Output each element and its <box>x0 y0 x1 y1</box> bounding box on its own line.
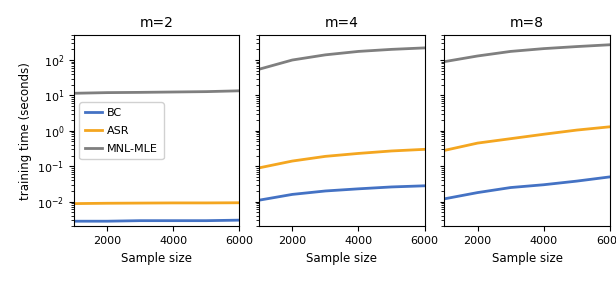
Line: ASR: ASR <box>74 203 240 204</box>
BC <box>136 219 144 223</box>
X-axis label: Sample size: Sample size <box>121 252 192 265</box>
MNL-MLE <box>573 45 580 48</box>
BC <box>440 197 448 201</box>
ASR <box>388 149 395 153</box>
BC <box>288 193 296 196</box>
ASR <box>203 201 210 205</box>
ASR <box>169 201 177 205</box>
MNL-MLE <box>256 67 263 71</box>
ASR <box>136 201 144 205</box>
ASR <box>70 202 78 206</box>
ASR <box>507 137 514 141</box>
MNL-MLE <box>136 91 144 94</box>
Line: BC: BC <box>444 177 610 199</box>
BC <box>256 198 263 202</box>
MNL-MLE <box>236 89 243 93</box>
ASR <box>355 152 362 155</box>
BC <box>103 219 111 223</box>
Line: ASR: ASR <box>444 127 610 151</box>
MNL-MLE <box>606 43 614 46</box>
Line: MNL-MLE: MNL-MLE <box>444 45 610 62</box>
ASR <box>474 141 481 145</box>
Line: MNL-MLE: MNL-MLE <box>74 91 240 93</box>
BC <box>203 219 210 223</box>
BC <box>540 183 548 186</box>
MNL-MLE <box>440 60 448 64</box>
BC <box>355 187 362 191</box>
MNL-MLE <box>203 90 210 93</box>
Line: BC: BC <box>74 220 240 221</box>
MNL-MLE <box>474 54 481 58</box>
BC <box>70 219 78 223</box>
ASR <box>322 155 329 158</box>
MNL-MLE <box>288 58 296 62</box>
MNL-MLE <box>540 47 548 50</box>
Line: MNL-MLE: MNL-MLE <box>259 48 424 69</box>
Title: m=4: m=4 <box>325 16 359 30</box>
ASR <box>288 159 296 163</box>
BC <box>169 219 177 223</box>
MNL-MLE <box>103 91 111 94</box>
MNL-MLE <box>507 50 514 53</box>
ASR <box>236 201 243 205</box>
Title: m=8: m=8 <box>510 16 544 30</box>
ASR <box>421 148 428 151</box>
Legend: BC, ASR, MNL-MLE: BC, ASR, MNL-MLE <box>79 103 164 159</box>
X-axis label: Sample size: Sample size <box>306 252 378 265</box>
ASR <box>540 133 548 136</box>
MNL-MLE <box>70 91 78 95</box>
Title: m=2: m=2 <box>140 16 174 30</box>
BC <box>507 186 514 189</box>
ASR <box>440 149 448 152</box>
BC <box>388 185 395 189</box>
BC <box>236 218 243 222</box>
MNL-MLE <box>322 53 329 57</box>
ASR <box>256 166 263 170</box>
ASR <box>606 125 614 128</box>
BC <box>322 189 329 193</box>
MNL-MLE <box>169 90 177 94</box>
MNL-MLE <box>355 50 362 53</box>
Line: BC: BC <box>259 186 424 200</box>
MNL-MLE <box>421 46 428 50</box>
BC <box>474 191 481 194</box>
BC <box>606 175 614 179</box>
BC <box>573 179 580 183</box>
ASR <box>103 201 111 205</box>
X-axis label: Sample size: Sample size <box>492 252 562 265</box>
ASR <box>573 128 580 132</box>
Y-axis label: training time (seconds): training time (seconds) <box>18 62 31 200</box>
BC <box>421 184 428 188</box>
Line: ASR: ASR <box>259 149 424 168</box>
MNL-MLE <box>388 48 395 51</box>
